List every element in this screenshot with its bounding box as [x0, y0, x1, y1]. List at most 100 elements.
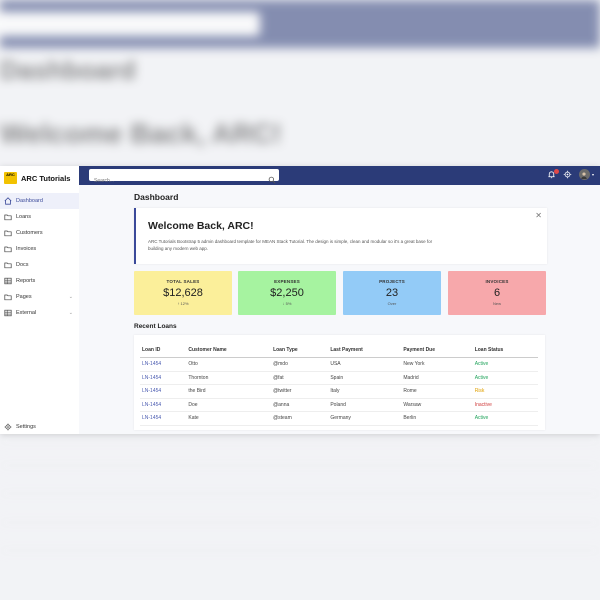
sidebar-item-loans[interactable]: Loans	[0, 209, 79, 225]
card-subtext: ↑ 12%	[177, 301, 189, 306]
loan-id-link[interactable]: LN-1454	[140, 411, 187, 426]
sidebar-nav: Dashboard Loans Customers Invoices	[0, 193, 79, 321]
status-badge: Risk	[472, 384, 538, 399]
status-badge: Active	[472, 371, 538, 385]
background-divider	[0, 522, 600, 523]
sidebar-item-docs[interactable]: Docs	[0, 257, 79, 273]
sidebar-item-settings[interactable]: Settings	[4, 423, 36, 431]
sidebar: ARC ARC Tutorials Dashboard Loans Cus	[0, 166, 80, 434]
card-label: EXPENSES	[274, 279, 300, 284]
table-cell: the Bird	[186, 384, 272, 399]
sidebar-item-label: Pages	[16, 294, 32, 300]
gear-icon	[4, 423, 12, 431]
table-cell: New York	[401, 357, 473, 372]
topbar: ▾	[79, 166, 600, 187]
table-cell: Poland	[328, 398, 402, 412]
card-projects: PROJECTS 23 Over	[343, 271, 441, 315]
notification-badge	[553, 168, 559, 174]
card-subtext: Over	[387, 301, 397, 306]
loan-id-link[interactable]: LN-1454	[140, 398, 187, 412]
caret-down-icon[interactable]: ▾	[591, 172, 594, 177]
background-divider	[0, 465, 600, 466]
brand[interactable]: ARC ARC Tutorials	[4, 172, 70, 184]
table-cell: Otto	[186, 357, 272, 372]
bell-icon[interactable]	[547, 168, 559, 180]
close-icon[interactable]: ✕	[535, 211, 542, 220]
card-value: $2,250	[270, 287, 304, 299]
settings-label: Settings	[16, 424, 36, 430]
card-subtext: ↓ 5%	[282, 301, 292, 306]
page-title: Dashboard	[134, 192, 179, 202]
welcome-description: ARC Tutorials Bootstrap 5 admin dashboar…	[148, 239, 433, 251]
logo: ARC	[4, 172, 17, 184]
loan-id-link[interactable]: LN-1454	[140, 357, 187, 372]
column-header: Loan Status	[472, 345, 538, 358]
table-cell: @fat	[271, 371, 329, 385]
column-header: Customer Name	[186, 345, 272, 358]
table-cell: Spain	[328, 371, 402, 385]
recent-loans-card: Loan ID Customer Name Loan Type Last Pay…	[134, 335, 545, 430]
background-divider	[0, 493, 600, 494]
table-row[interactable]: LN-1454 Doe @anna Poland Warsaw Inactive	[140, 398, 538, 412]
card-label: PROJECTS	[379, 279, 405, 284]
home-icon	[4, 197, 12, 205]
column-header: Payment Due	[401, 345, 473, 358]
sidebar-item-reports[interactable]: Reports	[0, 273, 79, 289]
column-header: Loan Type	[271, 345, 329, 358]
brand-name: ARC Tutorials	[21, 173, 71, 183]
table-cell: Berlin	[401, 411, 473, 426]
sidebar-item-label: Loans	[16, 214, 31, 220]
loan-id-link[interactable]: LN-1454	[140, 371, 187, 385]
table-row[interactable]: LN-1454 the Bird @twitter Italy Rome Ris…	[140, 384, 538, 399]
search-input[interactable]	[89, 175, 269, 187]
card-value: 23	[385, 287, 399, 299]
table-cell: Germany	[328, 411, 402, 426]
table-icon	[4, 277, 12, 285]
table-cell: @twitter	[271, 384, 329, 399]
table-row[interactable]: LN-1454 Otto @mdo USA New York Active	[140, 357, 538, 372]
card-invoices: INVOICES 6 New	[448, 271, 546, 315]
card-value: $12,628	[163, 287, 203, 299]
table-cell: @anna	[271, 398, 329, 412]
table-header-row: Loan ID Customer Name Loan Type Last Pay…	[140, 345, 538, 358]
card-value: 6	[493, 287, 501, 299]
table-row[interactable]: LN-1454 Thornton @fat Spain Madrid Activ…	[140, 371, 538, 385]
loan-id-link[interactable]: LN-1454	[140, 384, 187, 399]
table-cell: Madrid	[401, 371, 473, 385]
chevron-down-icon: ⌄	[68, 310, 73, 316]
sidebar-item-dashboard[interactable]: Dashboard	[0, 193, 79, 209]
sidebar-item-external[interactable]: External ⌄	[0, 305, 79, 321]
card-expenses: EXPENSES $2,250 ↓ 5%	[238, 271, 336, 315]
gear-icon[interactable]	[563, 170, 573, 180]
sidebar-item-pages[interactable]: Pages ⌄	[0, 289, 79, 305]
stats-cards: TOTAL SALES $12,628 ↑ 12% EXPENSES $2,25…	[134, 271, 546, 315]
table-cell: Italy	[328, 384, 402, 399]
card-subtext: New	[492, 301, 501, 306]
folder-icon	[4, 229, 12, 237]
search-icon[interactable]	[268, 171, 276, 184]
sidebar-item-invoices[interactable]: Invoices	[0, 241, 79, 257]
folder-icon	[4, 261, 12, 269]
topbar-actions: ▾	[547, 168, 594, 180]
sidebar-item-customers[interactable]: Customers	[0, 225, 79, 241]
recent-loans-title: Recent Loans	[134, 323, 177, 330]
card-total-sales: TOTAL SALES $12,628 ↑ 12%	[134, 271, 232, 315]
search-box	[89, 169, 279, 187]
table-cell: Warsaw	[401, 398, 473, 412]
app-window: ARC ARC Tutorials Dashboard Loans Cus	[0, 166, 600, 434]
sidebar-item-label: External	[16, 310, 37, 316]
table-row[interactable]: LN-1454 Kate @steam Germany Berlin Activ…	[140, 411, 538, 426]
sidebar-item-label: Dashboard	[16, 198, 43, 204]
folder-icon	[4, 293, 12, 301]
background-page-title: Dashboard	[0, 55, 136, 85]
recent-loans-table: Loan ID Customer Name Loan Type Last Pay…	[140, 345, 538, 426]
background-divider	[0, 550, 600, 551]
sidebar-item-label: Invoices	[16, 246, 37, 252]
sidebar-item-label: Docs	[16, 262, 29, 268]
table-cell: Kate	[186, 411, 272, 426]
table-cell: Rome	[401, 384, 473, 399]
background-welcome-title: Welcome Back, ARC!	[0, 118, 282, 149]
avatar[interactable]	[578, 169, 590, 180]
chevron-down-icon: ⌄	[68, 294, 73, 300]
sidebar-item-label: Customers	[16, 230, 43, 236]
